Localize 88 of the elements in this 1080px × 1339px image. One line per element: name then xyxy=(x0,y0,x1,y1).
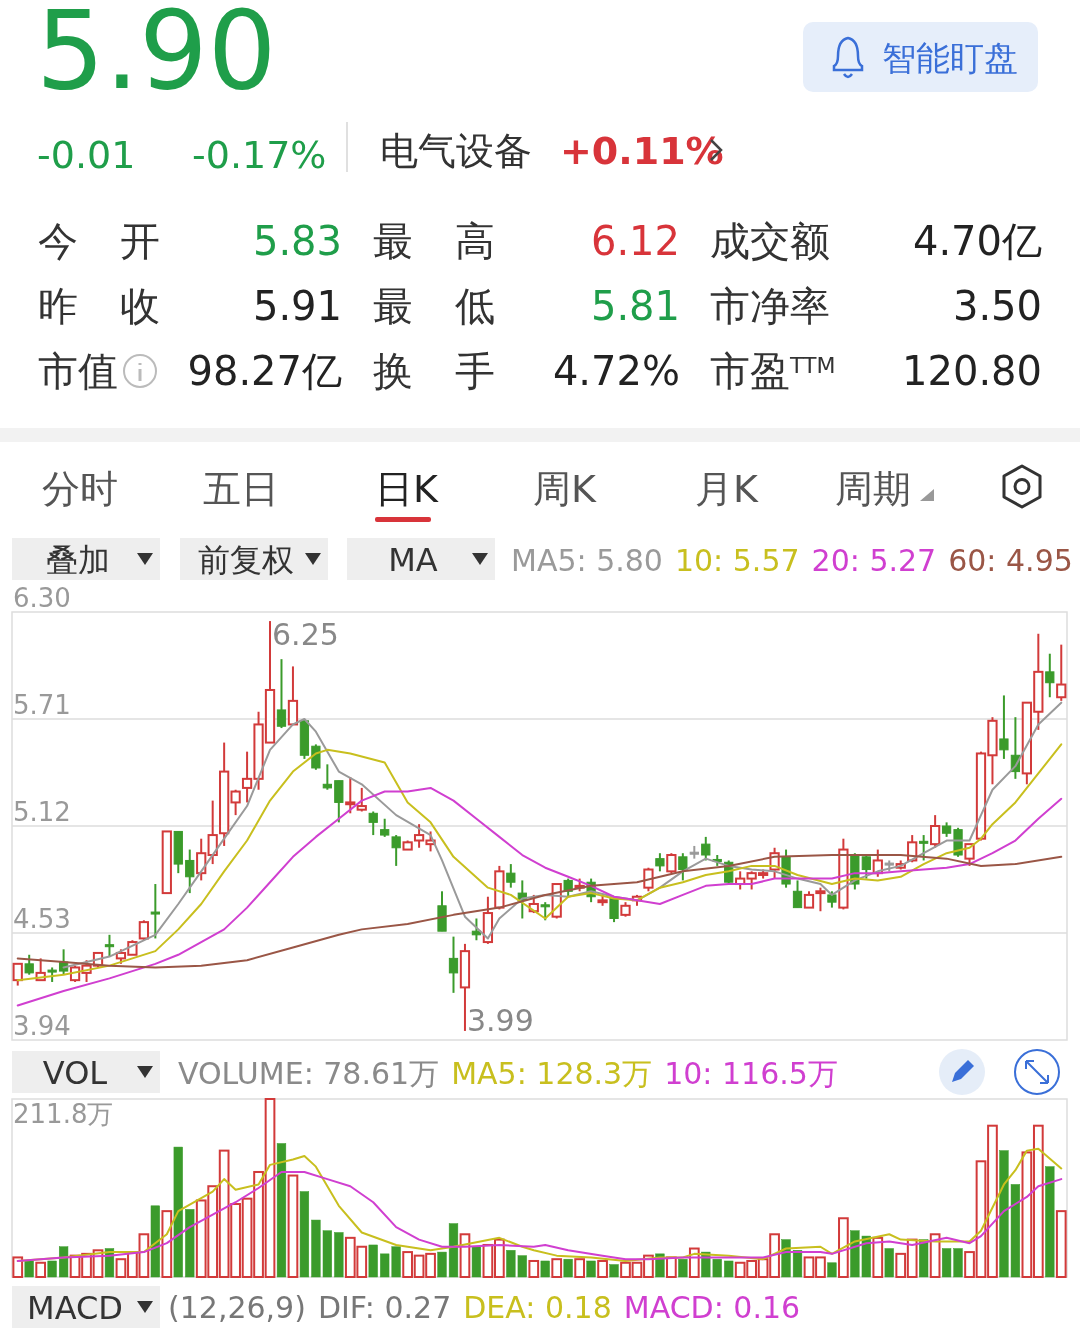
annotation: 3.99 xyxy=(466,1002,534,1038)
bar xyxy=(59,1246,69,1278)
bar xyxy=(792,1250,803,1278)
text: 月K xyxy=(695,467,759,511)
bar xyxy=(597,1259,608,1278)
text: 98.27亿 xyxy=(187,348,342,394)
text: VOL xyxy=(42,1054,108,1092)
text: 5.81 xyxy=(590,283,680,329)
annotation: 6.25 xyxy=(272,617,339,653)
text: 3.50 xyxy=(952,283,1042,329)
bar xyxy=(827,1262,837,1278)
text: 20: 5.27 xyxy=(811,543,937,578)
y-tick-label: 5.12 xyxy=(13,797,71,827)
text: 分时 xyxy=(42,467,118,511)
y-tick-label: 6.30 xyxy=(13,583,71,613)
text: 10: 116.5万 xyxy=(664,1056,838,1091)
bar xyxy=(24,1260,34,1278)
bar xyxy=(150,1205,160,1278)
text: 昨 收 xyxy=(38,283,160,329)
bar xyxy=(609,1264,619,1278)
text: 最 低 xyxy=(373,283,495,329)
bar xyxy=(299,1191,310,1278)
y-tick-label: 5.71 xyxy=(13,690,71,720)
bar xyxy=(563,1258,573,1278)
bar xyxy=(287,1174,299,1278)
bar xyxy=(173,1146,183,1278)
text: 今 开 xyxy=(38,218,160,264)
bar xyxy=(12,1256,24,1278)
text: -0.01 xyxy=(37,133,136,177)
bar xyxy=(586,1260,596,1278)
text: 换 手 xyxy=(373,348,495,394)
bar xyxy=(276,1143,287,1278)
bar xyxy=(540,1260,550,1278)
bar xyxy=(47,1260,57,1278)
bar xyxy=(872,1236,884,1278)
text: 电气设备 xyxy=(380,129,532,173)
text: 叠加 xyxy=(46,541,110,579)
bar xyxy=(678,1258,688,1278)
annotation: 211.8万 xyxy=(13,1099,114,1129)
bar xyxy=(574,1258,585,1278)
text: 市盈$^{TTM}$ xyxy=(710,348,836,394)
bar xyxy=(35,1261,47,1278)
text: 市值 xyxy=(38,348,118,394)
text: 成交额 xyxy=(710,218,830,264)
text: MA xyxy=(388,541,438,579)
text: DEA: 0.18 xyxy=(463,1290,612,1325)
bar xyxy=(161,1210,173,1278)
bar xyxy=(884,1248,894,1278)
bar xyxy=(528,1259,540,1278)
bar xyxy=(838,1217,849,1278)
text: 10: 5.57 xyxy=(674,543,800,578)
text: 5.83 xyxy=(252,218,342,264)
text: 5.90 xyxy=(36,0,277,113)
text: 4.72% xyxy=(552,348,680,394)
text: 五日 xyxy=(203,467,279,511)
text: DIF: 0.27 xyxy=(317,1290,452,1325)
text: 智能盯盘 xyxy=(882,38,1018,78)
text: 4.70亿 xyxy=(912,218,1042,264)
bar xyxy=(551,1258,563,1278)
text: 120.80 xyxy=(902,348,1042,394)
text: MACD: 0.16 xyxy=(623,1290,801,1325)
text: 5.91 xyxy=(252,283,342,329)
bar xyxy=(666,1256,677,1278)
text: (12,26,9) xyxy=(168,1290,306,1325)
text: MA5: 128.3万 xyxy=(451,1056,653,1091)
text: 周期 xyxy=(835,467,911,511)
bar xyxy=(1055,1210,1067,1278)
text: -0.17% xyxy=(192,133,327,177)
bar xyxy=(185,1209,195,1278)
text: MACD xyxy=(27,1289,123,1327)
bar xyxy=(334,1232,344,1278)
bar xyxy=(471,1246,482,1278)
bar xyxy=(919,1239,929,1278)
text: 前复权 xyxy=(198,541,294,579)
text: 6.12 xyxy=(590,218,680,264)
bar xyxy=(1045,1166,1055,1278)
text: 日K xyxy=(375,467,439,511)
text: 市净率 xyxy=(710,283,830,329)
text: 周K xyxy=(533,467,597,511)
text: 60: 4.95 xyxy=(948,543,1073,578)
text: +0.11% xyxy=(560,129,724,173)
y-tick-label: 4.53 xyxy=(13,904,71,934)
bar xyxy=(724,1260,734,1278)
text: 最 高 xyxy=(373,218,495,264)
text: MA5: 5.80 xyxy=(511,543,663,578)
bar xyxy=(368,1244,378,1278)
y-tick-label: 3.94 xyxy=(13,1011,71,1041)
series-label: VOLUME: 78.61万 xyxy=(178,1056,440,1091)
